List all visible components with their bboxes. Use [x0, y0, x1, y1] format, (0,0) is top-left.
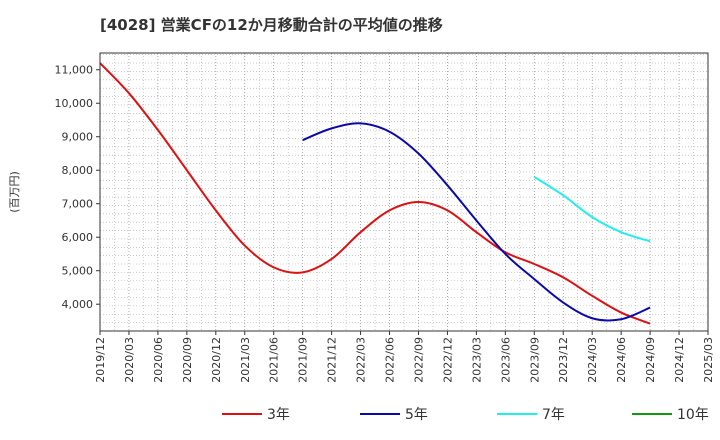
chart-title: [4028] 営業CFの12か月移動合計の平均値の推移	[100, 16, 443, 34]
x-tick-label: 2024/12	[673, 337, 686, 383]
legend-label: 7年	[542, 407, 565, 423]
y-tick-label: 5,000	[62, 265, 94, 278]
y-tick-label: 7,000	[62, 198, 94, 211]
legend: 3年 5年 7年 10年	[222, 407, 709, 423]
x-tick-label: 2023/12	[557, 337, 570, 383]
legend-label: 10年	[677, 407, 709, 423]
x-tick-label: 2019/12	[94, 337, 107, 383]
x-tick-label: 2022/03	[355, 337, 368, 383]
series-lines	[99, 62, 651, 325]
x-tick-label: 2024/03	[586, 337, 599, 383]
y-tick-label: 6,000	[62, 231, 94, 244]
x-tick-label: 2024/09	[644, 337, 657, 383]
y-tick-label: 10,000	[55, 97, 94, 110]
x-tick-label: 2020/06	[152, 337, 165, 383]
x-tick-label: 2023/03	[470, 337, 483, 383]
series-line-1	[99, 62, 651, 325]
series-line-3	[533, 176, 651, 243]
x-tick-label: 2020/12	[210, 337, 223, 383]
x-tick-label: 2021/06	[268, 337, 281, 383]
x-tick-label: 2020/09	[181, 337, 194, 383]
y-axis-label: (百万円)	[8, 171, 21, 213]
plot-border	[99, 52, 709, 332]
x-tick-label: 2020/03	[123, 337, 136, 383]
x-tick-label: 2021/12	[326, 337, 339, 383]
x-tick-label: 2024/06	[615, 337, 628, 383]
y-tick-label: 11,000	[55, 64, 94, 77]
legend-label: 3年	[267, 407, 290, 423]
x-tick-label: 2022/12	[441, 337, 454, 383]
series-line-2	[302, 122, 651, 322]
x-tick-label: 2023/09	[528, 337, 541, 383]
x-tick-label: 2021/03	[239, 337, 252, 383]
x-tick-label: 2025/03	[702, 337, 715, 383]
y-tick-label: 9,000	[62, 131, 94, 144]
legend-label: 5年	[405, 407, 428, 423]
x-tick-label: 2022/09	[412, 337, 425, 383]
x-tick-label: 2021/09	[297, 337, 310, 383]
y-tick-label: 8,000	[62, 164, 94, 177]
y-axis-ticks: 4,000 5,000 6,000 7,000 8,000 9,000 10,000 11,0…	[55, 64, 100, 311]
x-axis-ticks: 2019/12 2020/03 2020/06 2020/09 2020/12 2021/…	[94, 331, 715, 383]
y-tick-label: 4,000	[62, 298, 94, 311]
x-tick-label: 2022/06	[384, 337, 397, 383]
x-tick-label: 2023/06	[499, 337, 512, 383]
